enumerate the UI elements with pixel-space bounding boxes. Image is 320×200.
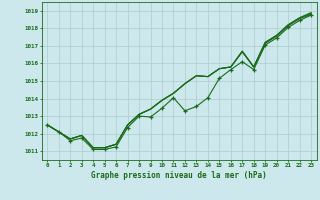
- X-axis label: Graphe pression niveau de la mer (hPa): Graphe pression niveau de la mer (hPa): [91, 171, 267, 180]
